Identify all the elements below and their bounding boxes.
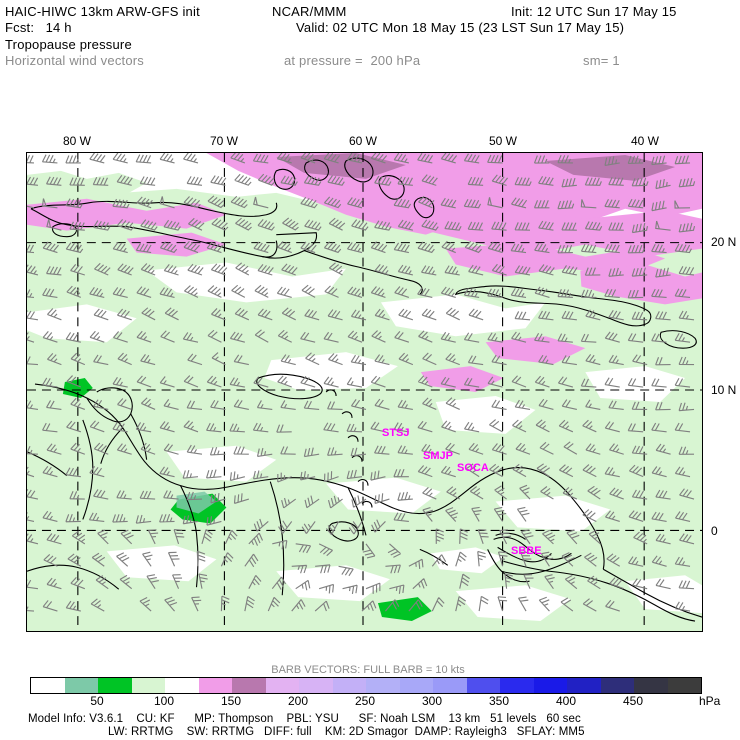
header-field-title: Tropopause pressure	[5, 37, 132, 52]
colorbar-tick-label: 300	[421, 694, 443, 708]
header-line1-left: HAIC-HIWC 13km ARW-GFS init	[5, 4, 200, 19]
map-plot-area[interactable]: STSJ SMJP SOCA SBBE	[26, 152, 703, 632]
grid-lines	[27, 153, 702, 631]
colorbar-cell	[567, 678, 601, 693]
station-label-smjp: SMJP	[423, 450, 453, 462]
header-line1-center: NCAR/MMM	[272, 4, 347, 19]
colorbar-cell	[667, 678, 701, 693]
colorbar-cell	[466, 678, 500, 693]
colorbar-cell	[399, 678, 433, 693]
colorbar-unit-label: hPa	[699, 694, 721, 708]
colorbar-cell	[131, 678, 165, 693]
colorbar-cell	[31, 678, 65, 693]
tropopause-shade-teal	[176, 491, 217, 514]
header-line2-left: Fcst: 14 h	[5, 20, 72, 35]
colorbar-cell	[600, 678, 634, 693]
header-line1-right: Init: 12 UTC Sun 17 May 15	[511, 4, 677, 19]
header-line2-right: Valid: 02 UTC Mon 18 May 15 (23 LST Sun …	[296, 20, 625, 35]
x-tick-label: 80 W	[62, 134, 92, 148]
y-tick-label: 20 N	[711, 235, 737, 249]
colorbar-tick-label: 200	[287, 694, 309, 708]
colorbar-cell	[64, 678, 98, 693]
colorbar-tick-label: 450	[622, 694, 644, 708]
y-tick-label: 0	[711, 524, 718, 538]
colorbar-cell	[299, 678, 333, 693]
colorbar-cell	[332, 678, 366, 693]
colorbar-cell	[98, 678, 132, 693]
wind-barb-path	[27, 153, 696, 612]
colorbar-cell	[500, 678, 534, 693]
colorbar-tick-label: 50	[90, 694, 104, 708]
model-info-line1: Model Info: V3.6.1 CU: KF MP: Thompson P…	[28, 713, 581, 725]
colorbar[interactable]	[30, 677, 702, 694]
station-label-soca: SOCA	[457, 462, 489, 474]
x-tick-label: 70 W	[209, 134, 239, 148]
wind-barbs	[27, 153, 696, 612]
colorbar-tick-label: 350	[488, 694, 510, 708]
x-tick-label: 60 W	[348, 134, 378, 148]
model-info-line2: LW: RRTMG SW: RRTMG DIFF: full KM: 2D Sm…	[108, 726, 585, 738]
colorbar-cell	[366, 678, 400, 693]
tropopause-shade-magenta	[27, 153, 702, 392]
station-label-stsj: STSJ	[382, 427, 410, 439]
colorbar-cell	[433, 678, 467, 693]
colorbar-cell	[198, 678, 232, 693]
colorbar-tick-label: 400	[555, 694, 577, 708]
colorbar-cell	[265, 678, 299, 693]
y-tick-label: 10 N	[711, 383, 737, 397]
x-tick-label: 40 W	[630, 134, 660, 148]
colorbar-tick-label: 250	[354, 694, 376, 708]
colorbar-cell	[533, 678, 567, 693]
colorbar-cell	[165, 678, 199, 693]
tropopause-shade-white	[27, 262, 702, 622]
header-pressure-level: at pressure = 200 hPa	[284, 53, 421, 68]
colorbar-cell	[634, 678, 668, 693]
x-tick-label: 50 W	[488, 134, 518, 148]
station-label-sbbe: SBBE	[511, 545, 542, 557]
colorbar-cell	[232, 678, 266, 693]
map-canvas	[27, 153, 702, 631]
header-smoothing: sm= 1	[583, 53, 620, 68]
barb-vectors-caption: BARB VECTORS: FULL BARB = 10 kts	[271, 664, 465, 676]
colorbar-tick-label: 100	[153, 694, 175, 708]
colorbar-tick-label: 150	[220, 694, 242, 708]
header-wind-vectors-label: Horizontal wind vectors	[5, 53, 144, 68]
